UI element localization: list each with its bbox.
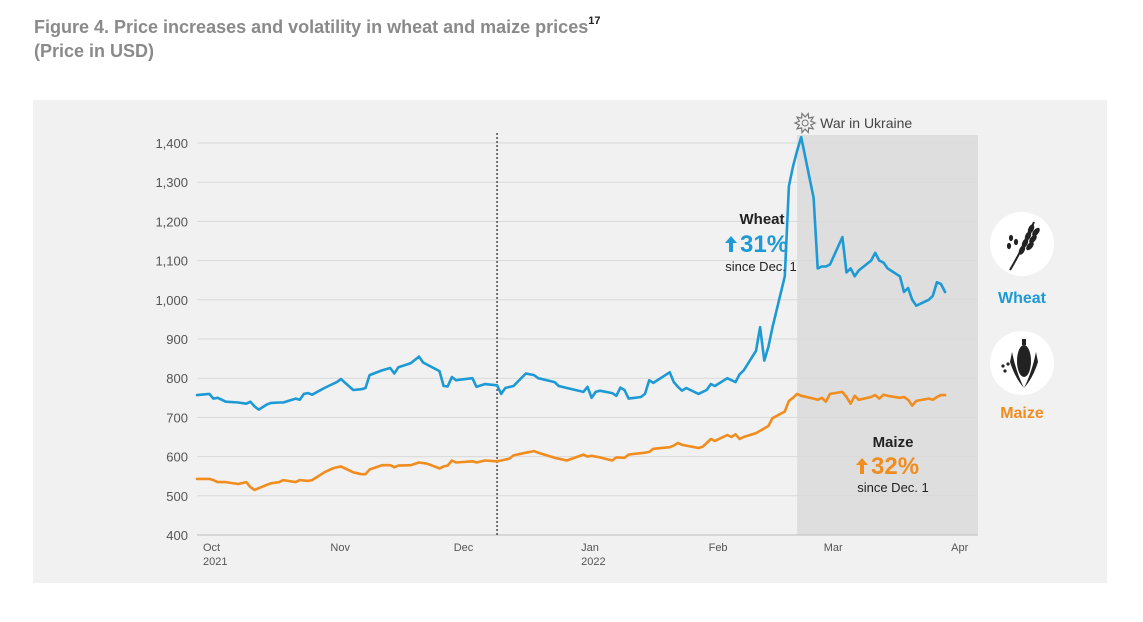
- x-tick-label: Dec: [454, 542, 474, 554]
- x-tick-year: 2022: [581, 556, 605, 568]
- x-axis: Oct 2021 Nov Dec Jan 2022 Feb Mar Apr: [203, 542, 969, 568]
- x-tick-label: Jan: [581, 542, 599, 554]
- y-tick-label: 400: [166, 528, 188, 543]
- figure-title-text: Figure 4. Price increases and volatility…: [34, 17, 589, 37]
- legend-maize: Maize: [990, 331, 1054, 422]
- x-tick-label: Oct: [203, 542, 220, 554]
- maize-annotation-change: 32%: [871, 453, 919, 480]
- up-arrow-icon: [725, 236, 737, 252]
- maize-icon: [1001, 339, 1038, 388]
- wheat-annotation-change: 31%: [740, 231, 788, 258]
- wheat-annotation-note: since Dec. 1: [725, 259, 797, 274]
- footnote-marker: 17: [588, 15, 601, 27]
- y-tick-label: 1,400: [155, 136, 188, 151]
- legend-wheat: Wheat: [990, 212, 1054, 307]
- x-tick-label: Feb: [709, 542, 728, 554]
- x-tick-year: 2021: [203, 556, 227, 568]
- war-event-label: War in Ukraine: [793, 112, 912, 134]
- maize-annotation-note: since Dec. 1: [857, 480, 929, 495]
- series-line-wheat: [195, 135, 947, 411]
- explosion-icon: [793, 112, 817, 134]
- legend-maize-label: Maize: [1000, 405, 1044, 422]
- event-label-text: War in Ukraine: [820, 115, 912, 131]
- series-lines: [195, 135, 947, 492]
- war-shaded-region: [797, 135, 978, 535]
- y-tick-label: 900: [166, 332, 188, 347]
- series-line-maize: [195, 390, 947, 492]
- y-tick-label: 1,100: [155, 254, 188, 269]
- y-tick-label: 500: [166, 489, 188, 504]
- wheat-icon: [1006, 221, 1040, 271]
- y-tick-label: 1,200: [155, 214, 188, 229]
- shaded-period: [797, 135, 978, 535]
- y-tick-label: 600: [166, 450, 188, 465]
- x-tick-label: Nov: [330, 542, 350, 554]
- figure-subtitle: (Price in USD): [34, 41, 155, 61]
- y-tick-label: 1,300: [155, 175, 188, 190]
- wheat-annotation-title: Wheat: [740, 211, 785, 228]
- x-tick-label: Mar: [824, 542, 843, 554]
- y-axis: 400 500 600 700 800 900 1,000 1,100 1,200 1,300 1,…: [155, 136, 188, 543]
- legend-wheat-label: Wheat: [998, 290, 1047, 307]
- up-arrow-icon: [856, 458, 868, 474]
- wheat-annotation: Wheat 31% since Dec. 1: [725, 211, 797, 274]
- maize-annotation: Maize 32% since Dec. 1: [856, 434, 929, 495]
- x-tick-label: Apr: [951, 542, 968, 554]
- y-tick-label: 800: [166, 371, 188, 386]
- y-tick-label: 1,000: [155, 293, 188, 308]
- y-tick-label: 700: [166, 410, 188, 425]
- figure-title: Figure 4. Price increases and volatility…: [34, 9, 600, 42]
- maize-annotation-title: Maize: [873, 434, 914, 451]
